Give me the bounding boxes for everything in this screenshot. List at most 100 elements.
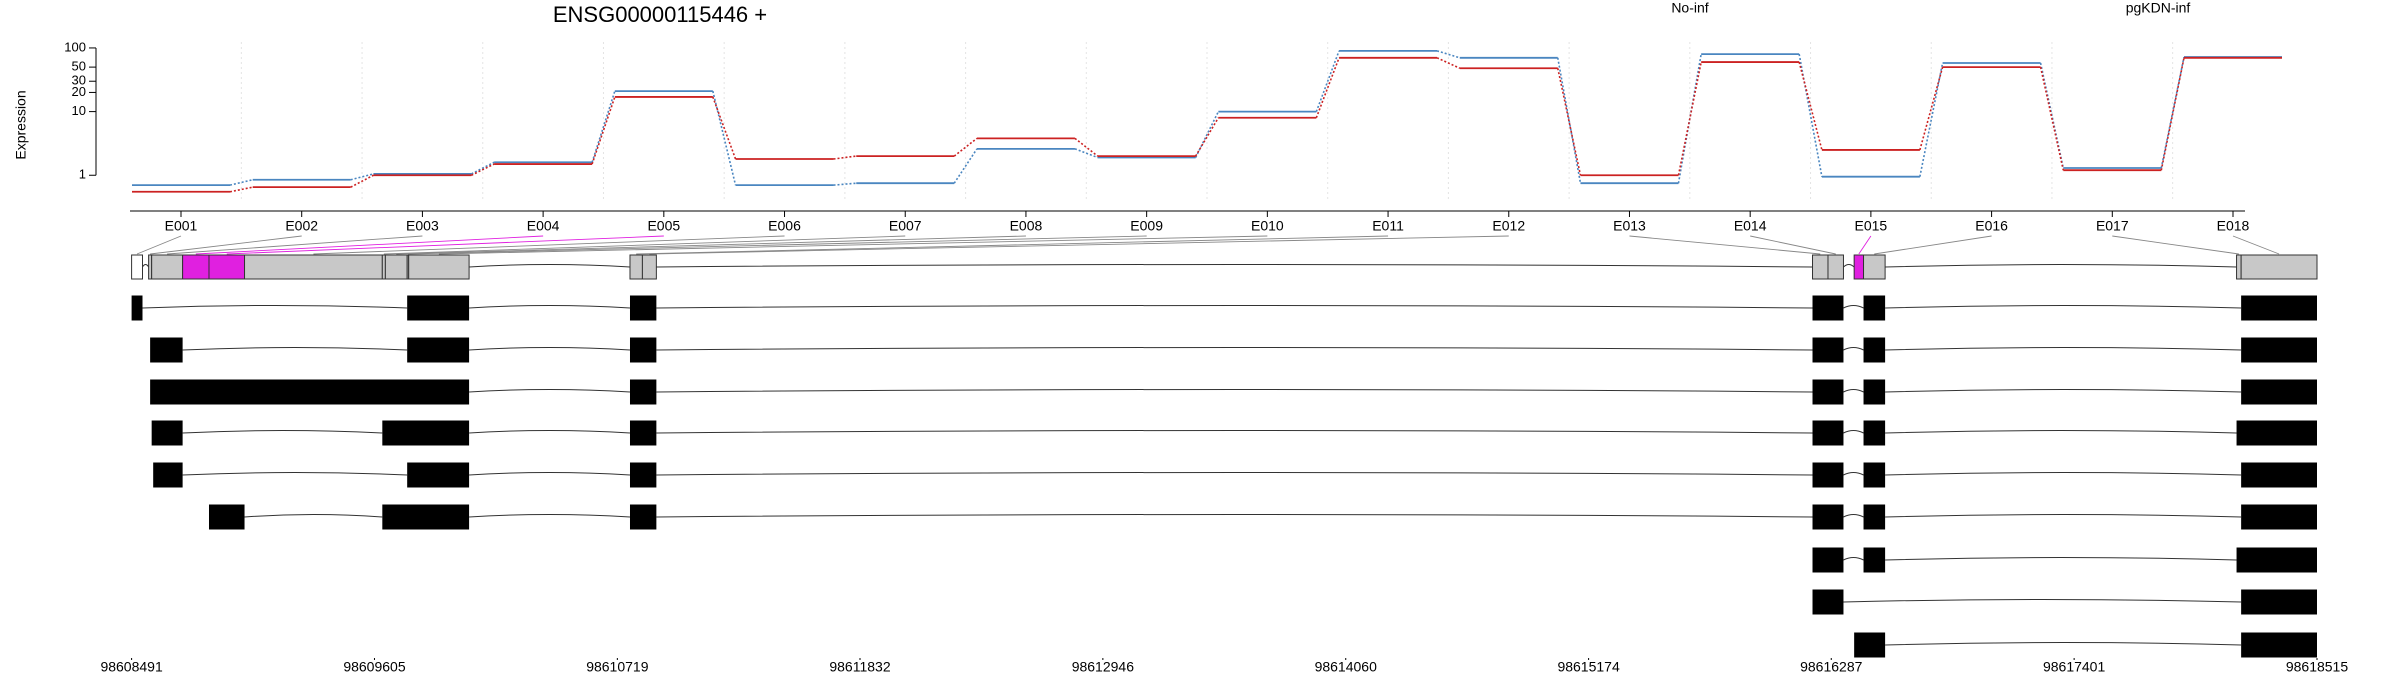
connector	[712, 90, 737, 186]
x-tick-label: E005	[647, 218, 680, 234]
connector	[1074, 148, 1098, 159]
connector	[1677, 61, 1702, 176]
x-tick-label: E009	[1130, 218, 1163, 234]
exon-bin	[1863, 254, 1886, 280]
connector	[471, 163, 495, 176]
bin-link	[396, 235, 1026, 255]
x-tick-label: E002	[285, 218, 318, 234]
transcript-intron	[1843, 557, 1864, 561]
connector	[591, 90, 616, 163]
bin-link	[438, 235, 1268, 255]
x-tick-label: 98615174	[1557, 659, 1620, 675]
connector	[350, 174, 374, 188]
transcript-exon	[407, 337, 470, 363]
exon-bin	[131, 254, 144, 280]
transcript-intron	[1885, 514, 2242, 518]
transcript-exon	[208, 504, 245, 530]
legend-entry: No-inf	[1671, 0, 1708, 16]
transcript-intron	[656, 514, 1813, 518]
bin-link	[2112, 235, 2239, 255]
connector	[2160, 56, 2185, 169]
transcript-intron	[469, 430, 631, 434]
connector	[1315, 57, 1340, 119]
transcript-exon	[1863, 337, 1886, 363]
transcript-exon	[131, 295, 143, 321]
legend-entry: pgKDN-inf	[2126, 0, 2191, 16]
exon-bin	[182, 254, 210, 280]
connector	[2160, 57, 2185, 171]
y-tick-label: 10	[72, 103, 86, 118]
connector	[1798, 61, 1823, 151]
transcript-intron	[656, 430, 1813, 434]
x-tick-label: E010	[1251, 218, 1284, 234]
x-tick-label: E015	[1855, 218, 1888, 234]
transcript-intron	[469, 347, 631, 351]
bin-link	[1629, 235, 1821, 255]
bin-link	[1874, 235, 1992, 255]
transcript-exon	[1863, 462, 1886, 488]
transcript-intron	[1885, 642, 2242, 646]
transcript-exon	[1812, 589, 1844, 615]
transcript-exon	[407, 295, 470, 321]
transcript-intron	[656, 305, 1813, 309]
transcript-exon	[153, 462, 183, 488]
connector	[712, 96, 737, 160]
connector	[953, 148, 978, 184]
transcript-intron	[1885, 430, 2237, 434]
bin-link	[383, 235, 906, 255]
transcript-exon	[1863, 420, 1886, 446]
bin-link	[195, 235, 544, 255]
x-tick-label: E004	[527, 218, 560, 234]
bin-link	[136, 235, 182, 255]
x-tick-label: E003	[406, 218, 439, 234]
intron	[469, 264, 631, 268]
exon-bin	[1853, 254, 1865, 280]
x-tick-label: 98616287	[1800, 659, 1863, 675]
transcript-exon	[629, 462, 657, 488]
transcript-exon	[2241, 589, 2317, 615]
bin-link	[407, 235, 1147, 255]
transcript-intron	[1885, 347, 2242, 351]
transcript-intron	[1843, 389, 1864, 393]
bin-link	[1750, 235, 1836, 255]
transcript-intron	[1843, 514, 1864, 518]
exon-bin	[641, 254, 657, 280]
x-tick-label: E013	[1613, 218, 1646, 234]
transcript-intron	[182, 430, 383, 434]
transcript-exon	[1812, 547, 1844, 573]
transcript-exon	[1863, 379, 1886, 405]
transcript-exon	[629, 295, 657, 321]
x-tick-label: 98614060	[1315, 659, 1378, 675]
exon-bin	[384, 254, 408, 280]
transcript-exon	[150, 379, 470, 405]
y-tick-label: 50	[72, 59, 86, 74]
x-tick-label: 98611832	[829, 659, 890, 675]
transcript-exon	[2241, 504, 2317, 530]
connector	[1194, 117, 1220, 157]
transcript-exon	[1863, 295, 1886, 321]
x-tick-label: 98610719	[586, 659, 649, 675]
transcript-exon	[1854, 632, 1886, 658]
transcript-exon	[2236, 547, 2317, 573]
bin-link	[167, 235, 423, 255]
x-tick-label: E017	[2096, 218, 2129, 234]
intron	[1843, 264, 1855, 268]
x-tick-label: E018	[2217, 218, 2250, 234]
transcript-exon	[1812, 504, 1844, 530]
connector	[1194, 111, 1220, 158]
exon-bin	[408, 254, 470, 280]
connector	[471, 161, 495, 175]
connector	[1436, 50, 1460, 59]
y-tick-label: 1	[79, 167, 86, 182]
transcript-exon	[2241, 337, 2317, 363]
transcript-intron	[469, 472, 631, 476]
x-tick-label: 98612946	[1072, 659, 1135, 675]
transcript-exon	[629, 420, 657, 446]
y-axis-label: Expression	[13, 90, 29, 159]
transcript-exon	[382, 504, 470, 530]
bin-link	[636, 235, 1389, 255]
transcript-exon	[1812, 379, 1844, 405]
transcript-intron	[469, 514, 631, 518]
transcript-intron	[1843, 430, 1864, 434]
transcript-exon	[2241, 462, 2317, 488]
